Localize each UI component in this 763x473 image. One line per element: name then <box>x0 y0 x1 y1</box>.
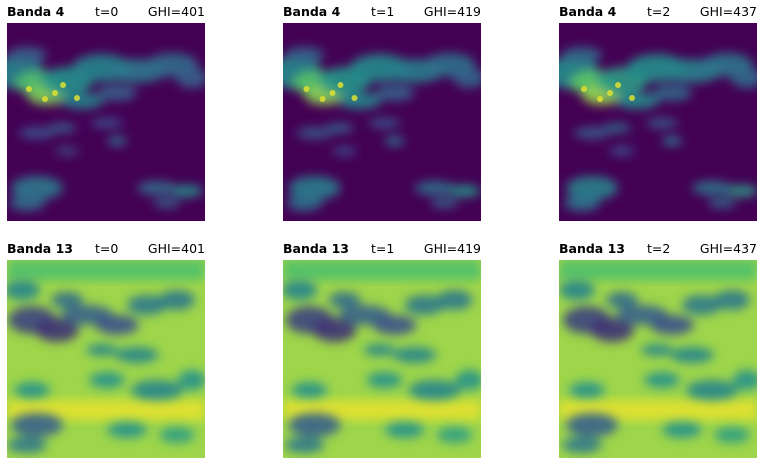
band-label: Banda 13 <box>559 241 625 256</box>
ghi-label: GHI=437 <box>699 241 757 256</box>
panel-banda4-t2: Banda 4 t=2 GHI=437 <box>559 0 757 236</box>
heatmap-image <box>283 23 481 221</box>
time-label: t=0 <box>95 241 119 256</box>
time-label: t=1 <box>371 4 395 19</box>
heatmap-image <box>559 23 757 221</box>
band-label: Banda 4 <box>283 4 341 19</box>
ghi-label: GHI=419 <box>423 241 481 256</box>
time-label: t=2 <box>647 4 671 19</box>
panel-banda4-t1: Banda 4 t=1 GHI=419 <box>283 0 481 236</box>
panel-banda13-t2: Banda 13 t=2 GHI=437 <box>559 237 757 473</box>
time-label: t=0 <box>95 4 119 19</box>
heatmap-image <box>283 260 481 458</box>
ghi-label: GHI=401 <box>147 4 205 19</box>
time-label: t=2 <box>647 241 671 256</box>
panel-title: Banda 4 t=2 GHI=437 <box>559 3 757 21</box>
band-label: Banda 4 <box>559 4 617 19</box>
heatmap-image <box>7 260 205 458</box>
panel-title: Banda 13 t=0 GHI=401 <box>7 240 205 258</box>
panel-banda13-t1: Banda 13 t=1 GHI=419 <box>283 237 481 473</box>
band-label: Banda 13 <box>283 241 349 256</box>
heatmap-image <box>7 23 205 221</box>
time-label: t=1 <box>371 241 395 256</box>
panel-banda4-t0: Banda 4 t=0 GHI=401 <box>7 0 205 236</box>
panel-title: Banda 4 t=1 GHI=419 <box>283 3 481 21</box>
panel-title: Banda 4 t=0 GHI=401 <box>7 3 205 21</box>
ghi-label: GHI=401 <box>147 241 205 256</box>
panel-banda13-t0: Banda 13 t=0 GHI=401 <box>7 237 205 473</box>
ghi-label: GHI=437 <box>699 4 757 19</box>
band-label: Banda 4 <box>7 4 65 19</box>
ghi-label: GHI=419 <box>423 4 481 19</box>
heatmap-image <box>559 260 757 458</box>
panel-title: Banda 13 t=2 GHI=437 <box>559 240 757 258</box>
panel-title: Banda 13 t=1 GHI=419 <box>283 240 481 258</box>
band-label: Banda 13 <box>7 241 73 256</box>
